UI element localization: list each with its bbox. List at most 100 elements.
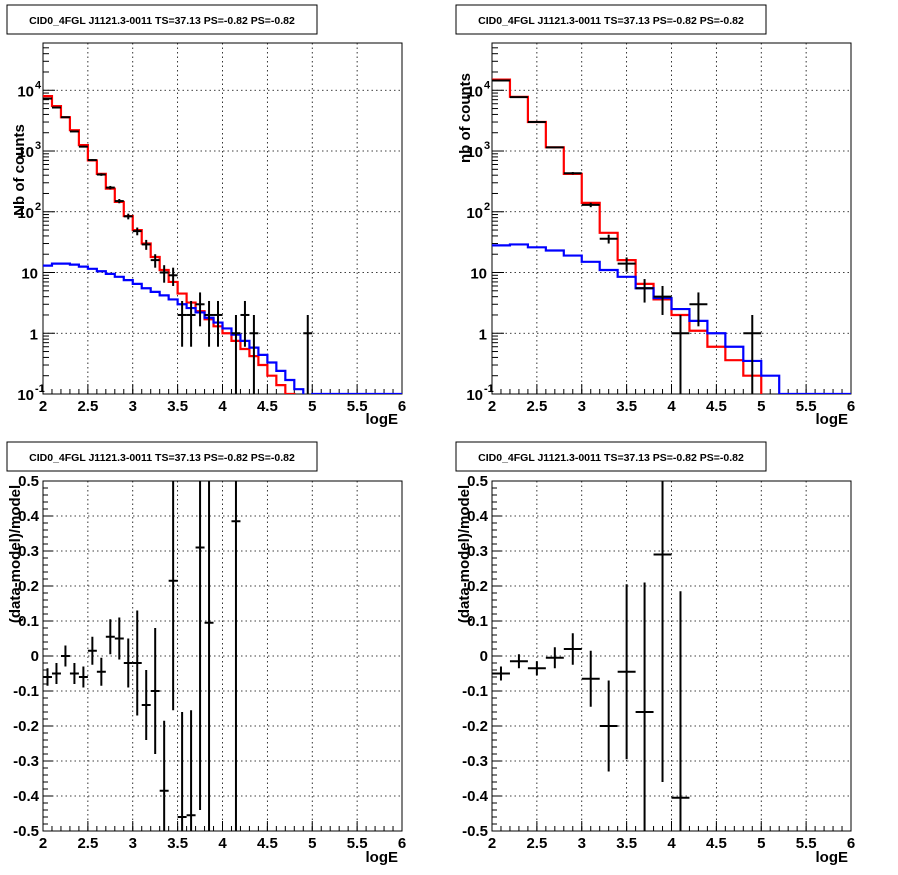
data-point xyxy=(159,265,169,283)
x-tick-label: 5 xyxy=(308,835,316,852)
x-tick-label: 5.5 xyxy=(347,835,368,852)
data-point xyxy=(60,116,70,119)
x-tick-label: 2 xyxy=(488,835,496,852)
y-tick-label: -0.3 xyxy=(462,753,488,770)
y-tick-label: -0.2 xyxy=(462,718,488,735)
data-point xyxy=(249,314,259,394)
data-point xyxy=(87,159,97,162)
data-point xyxy=(213,300,223,347)
y-tick-exponent: 4 xyxy=(35,79,42,91)
data-point xyxy=(96,173,106,176)
x-tick-label: 5 xyxy=(757,398,765,415)
x-tick-label: 2 xyxy=(39,835,47,852)
grid xyxy=(492,43,851,394)
x-tick-label: 3.5 xyxy=(167,835,188,852)
x-tick-label: 2.5 xyxy=(77,835,98,852)
y-tick-label: 10 xyxy=(466,83,483,100)
x-tick-label: 5 xyxy=(308,398,316,415)
data-point xyxy=(303,314,313,394)
residual-point xyxy=(159,720,169,831)
x-tick-label: 2.5 xyxy=(77,398,98,415)
data-point xyxy=(195,292,205,327)
x-tick-label: 5.5 xyxy=(347,398,368,415)
y-tick-label: 0.4 xyxy=(18,508,40,525)
y-axis-label: (data-model)/model xyxy=(7,485,24,623)
x-tick-label: 4.5 xyxy=(706,398,727,415)
plot-content xyxy=(43,481,241,831)
y-tick-label: 10 xyxy=(17,83,34,100)
grid xyxy=(492,481,851,831)
chart-3: 2 2.5 3 3.5 4 4.5 5 5.5 6 -0.5 -0.4 -0.3 -0.2 -0.1 0 0.… xyxy=(462,473,855,852)
plot-content xyxy=(492,481,690,831)
y-tick-label: -0.1 xyxy=(462,683,488,700)
data-point xyxy=(168,267,178,286)
x-tick-label: 3 xyxy=(578,398,586,415)
chart-title: CID0_4FGL J1121.3-0011 TS=37.13 PS=-0.82… xyxy=(478,452,744,464)
panel-bottom-right: CID0_4FGL J1121.3-0011 TS=37.13 PS=-0.82… xyxy=(455,441,849,866)
y-tick-exponent: 2 xyxy=(35,201,41,213)
x-tick-label: 4 xyxy=(667,835,676,852)
residual-point xyxy=(204,481,214,831)
chart-title: CID0_4FGL J1121.3-0011 TS=37.13 PS=-0.82… xyxy=(478,15,744,27)
panel-bottom-left: CID0_4FGL J1121.3-0011 TS=37.13 PS=-0.82… xyxy=(6,441,399,866)
data-point xyxy=(177,300,187,347)
residual-point xyxy=(231,481,241,831)
residual-point xyxy=(563,633,582,665)
data-point xyxy=(132,227,142,236)
y-tick-label: 1 xyxy=(479,326,487,343)
residual-point xyxy=(581,650,600,707)
x-tick-label: 3.5 xyxy=(167,398,188,415)
x-tick-label: 6 xyxy=(847,835,855,852)
x-tick-label: 3.5 xyxy=(616,835,637,852)
data-point xyxy=(204,300,214,347)
grid xyxy=(43,481,402,831)
y-tick-exponent: 3 xyxy=(35,140,41,152)
y-tick-label: 10 xyxy=(466,205,483,222)
data-point xyxy=(240,300,250,347)
y-tick-exponent: 4 xyxy=(484,79,491,91)
data-point xyxy=(635,279,654,303)
x-tick-label: 2 xyxy=(488,398,496,415)
residual-point xyxy=(114,617,124,660)
x-tick-label: 3 xyxy=(578,835,586,852)
y-tick-label: -0.2 xyxy=(13,718,39,735)
data-point xyxy=(599,234,618,244)
data-point xyxy=(150,254,160,268)
y-tick-label: 1 xyxy=(30,326,38,343)
data-point xyxy=(43,97,52,100)
data-point xyxy=(141,239,151,250)
residual-point xyxy=(177,712,187,831)
y-tick-label: 10 xyxy=(470,266,487,283)
y-tick-label: -0.5 xyxy=(462,823,488,840)
x-axis-label: logE xyxy=(366,849,399,866)
x-tick-label: 3 xyxy=(129,835,137,852)
data-point xyxy=(123,213,133,220)
x-tick-label: 2.5 xyxy=(526,835,547,852)
x-tick-label: 6 xyxy=(398,835,406,852)
title-box xyxy=(455,441,767,472)
residual-point xyxy=(96,657,106,686)
y-tick-label: 0.3 xyxy=(467,543,488,560)
residual-point xyxy=(617,584,636,760)
chart-title: CID0_4FGL J1121.3-0011 TS=37.13 PS=-0.82… xyxy=(29,452,295,464)
y-tick-label: -0.4 xyxy=(13,788,40,805)
series-1-histogram xyxy=(492,243,851,394)
x-tick-label: 3.5 xyxy=(616,398,637,415)
y-tick-label: 10 xyxy=(17,205,34,222)
title-box xyxy=(6,441,318,472)
residual-point xyxy=(51,663,61,684)
y-tick-exponent: -1 xyxy=(484,383,494,395)
y-tick-exponent: 3 xyxy=(484,140,490,152)
y-tick-exponent: -1 xyxy=(35,383,45,395)
y-axis-label: (data-model)/model xyxy=(456,485,473,623)
data-point xyxy=(51,106,61,109)
residual-point xyxy=(150,628,160,754)
residual-point xyxy=(186,710,196,831)
residual-point xyxy=(527,661,546,676)
x-axis-label: logE xyxy=(816,849,849,866)
x-tick-label: 5 xyxy=(757,835,765,852)
